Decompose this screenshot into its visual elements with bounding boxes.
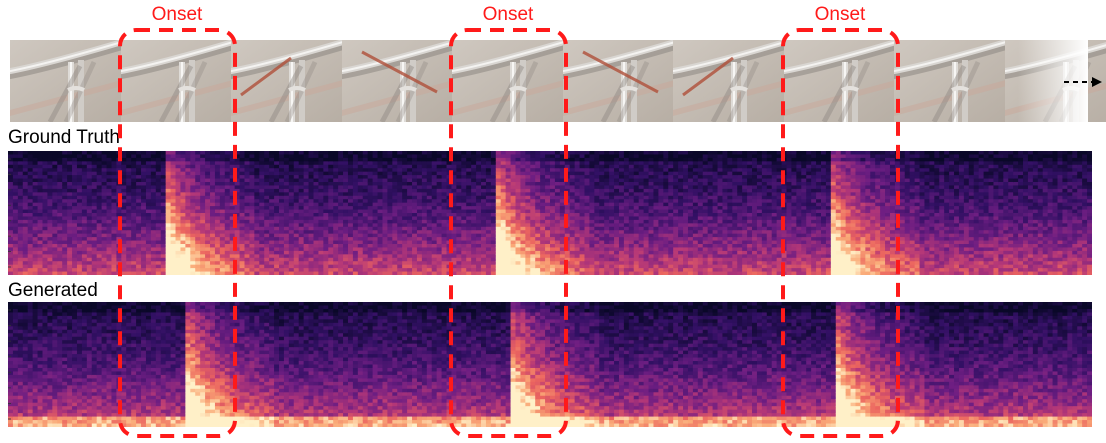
ground-truth-spectrogram xyxy=(8,151,1092,275)
video-frame xyxy=(783,40,895,122)
generated-label: Generated xyxy=(8,280,98,301)
video-frame xyxy=(673,40,785,122)
generated-spectrogram xyxy=(8,302,1092,427)
video-frame xyxy=(562,40,674,122)
dashed-arrow-right-icon xyxy=(1064,77,1102,87)
video-frame xyxy=(894,40,1006,122)
video-frame xyxy=(120,40,232,122)
ground-truth-label: Ground Truth xyxy=(8,127,120,148)
video-frame-strip xyxy=(10,40,1106,122)
video-frame xyxy=(341,40,453,122)
video-frame xyxy=(452,40,564,122)
onset-label-3: Onset xyxy=(814,4,866,25)
video-frame xyxy=(10,40,122,122)
video-frame xyxy=(231,40,343,122)
onset-label-2: Onset xyxy=(482,4,534,25)
onset-label-1: Onset xyxy=(151,4,203,25)
